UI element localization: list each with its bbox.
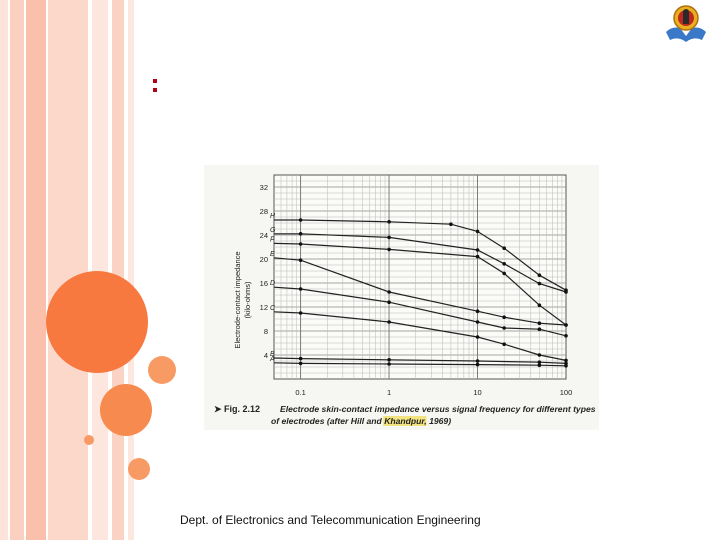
data-point-H (537, 273, 542, 277)
y-tick-label: 16 (260, 279, 268, 288)
data-point-F (387, 247, 391, 252)
decorative-circle (128, 458, 150, 480)
data-point-G (537, 281, 542, 286)
series-label-H: H (270, 213, 276, 220)
data-point-A (298, 361, 303, 366)
data-point-D (475, 320, 480, 324)
data-point-C (537, 353, 542, 357)
data-point-F (298, 242, 303, 246)
data-point-E (502, 315, 506, 319)
data-point-A (537, 363, 542, 367)
data-point-D (564, 334, 568, 338)
x-tick-label: 10 (473, 388, 481, 397)
series-label-E: E (270, 251, 275, 258)
x-tick-label: 100 (560, 388, 573, 397)
y-tick-label: 8 (264, 327, 268, 336)
data-point-D (537, 327, 542, 331)
caption-line-2-end: , 1969) (423, 416, 451, 426)
decorative-circle (46, 271, 148, 373)
decorative-circle (148, 356, 176, 384)
data-point-A (564, 364, 568, 368)
data-point-D (387, 300, 391, 304)
caption-highlight-mark (383, 416, 427, 426)
series-label-A: A (269, 356, 275, 363)
y-tick-label: 32 (260, 183, 268, 192)
data-point-E (298, 258, 303, 262)
data-point-D (298, 287, 303, 291)
data-point-G (387, 235, 391, 240)
background-stripe (0, 0, 8, 540)
background-stripe (26, 0, 46, 540)
caption-prefix: ➤ Fig. 2.12 (214, 404, 260, 414)
y-tick-label: 24 (260, 231, 268, 240)
data-point-F (475, 254, 480, 259)
background-stripe (10, 0, 24, 540)
data-point-C (387, 320, 391, 324)
background-stripe (92, 0, 108, 540)
caption-line-1: Electrode skin-contact impedance versus … (280, 404, 596, 414)
data-point-B (475, 359, 480, 363)
series-label-G: G (270, 227, 276, 234)
data-point-E (564, 323, 568, 327)
data-point-B (537, 360, 542, 364)
y-tick-label: 28 (260, 207, 268, 216)
data-point-A (387, 362, 391, 366)
footer-text: Dept. of Electronics and Telecommunicati… (180, 513, 481, 527)
caption-highlight: Khandpur (384, 416, 425, 426)
title-marker (153, 79, 158, 93)
data-point-E (537, 321, 542, 325)
background-stripe (112, 0, 124, 540)
y-tick-label: 4 (264, 351, 268, 360)
series-label-B: B (270, 351, 275, 358)
data-point-B (298, 356, 303, 361)
impedance-chart: 4 8 12 16 20 24 28 32 0.1 1 10 100 HGF E D C BA Electro… (214, 174, 596, 426)
data-point-H (449, 222, 453, 226)
data-point-G (298, 232, 303, 236)
series-label-F: F (270, 236, 275, 243)
data-point-G (564, 290, 568, 294)
caption-line-2: of electrodes (after Hill and Khandpur, … (271, 416, 451, 426)
y-axis-label-line1: Electrode-contact impedance (233, 251, 242, 348)
caption-line-2-start: of electrodes (after Hill and (271, 416, 383, 426)
series-label-D: D (270, 280, 275, 287)
data-point-C (564, 358, 568, 363)
decorative-circle (100, 384, 152, 436)
decorative-circle (84, 435, 94, 445)
institution-emblem-icon (662, 2, 710, 46)
series-line-H (274, 219, 567, 291)
data-point-F (502, 271, 506, 276)
data-point-H (502, 246, 506, 250)
series-line-B (273, 357, 567, 364)
data-point-E (475, 309, 480, 313)
y-tick-label: 12 (260, 303, 268, 312)
data-point-A (475, 362, 480, 367)
data-point-H (387, 220, 391, 224)
x-tick-label: 0.1 (295, 388, 305, 397)
data-point-C (502, 342, 506, 346)
data-point-H (475, 229, 480, 234)
data-point-E (387, 290, 391, 294)
background-stripe (48, 0, 88, 540)
y-axis-label: Electrode-contact impedance (kilo-ohms) (233, 251, 252, 348)
data-point-D (502, 326, 506, 330)
data-point-F (537, 303, 542, 307)
y-axis-label-line2: (kilo-ohms) (243, 281, 252, 319)
data-point-H (298, 218, 303, 222)
data-point-C (298, 311, 303, 315)
y-tick-label: 20 (260, 255, 268, 264)
data-point-G (502, 262, 506, 266)
x-tick-label: 1 (387, 388, 391, 397)
series-label-C: C (270, 305, 276, 312)
data-point-C (475, 335, 480, 339)
data-point-B (387, 358, 391, 362)
series-line-A (273, 362, 567, 367)
data-point-G (475, 248, 480, 252)
background-stripe (128, 0, 134, 540)
